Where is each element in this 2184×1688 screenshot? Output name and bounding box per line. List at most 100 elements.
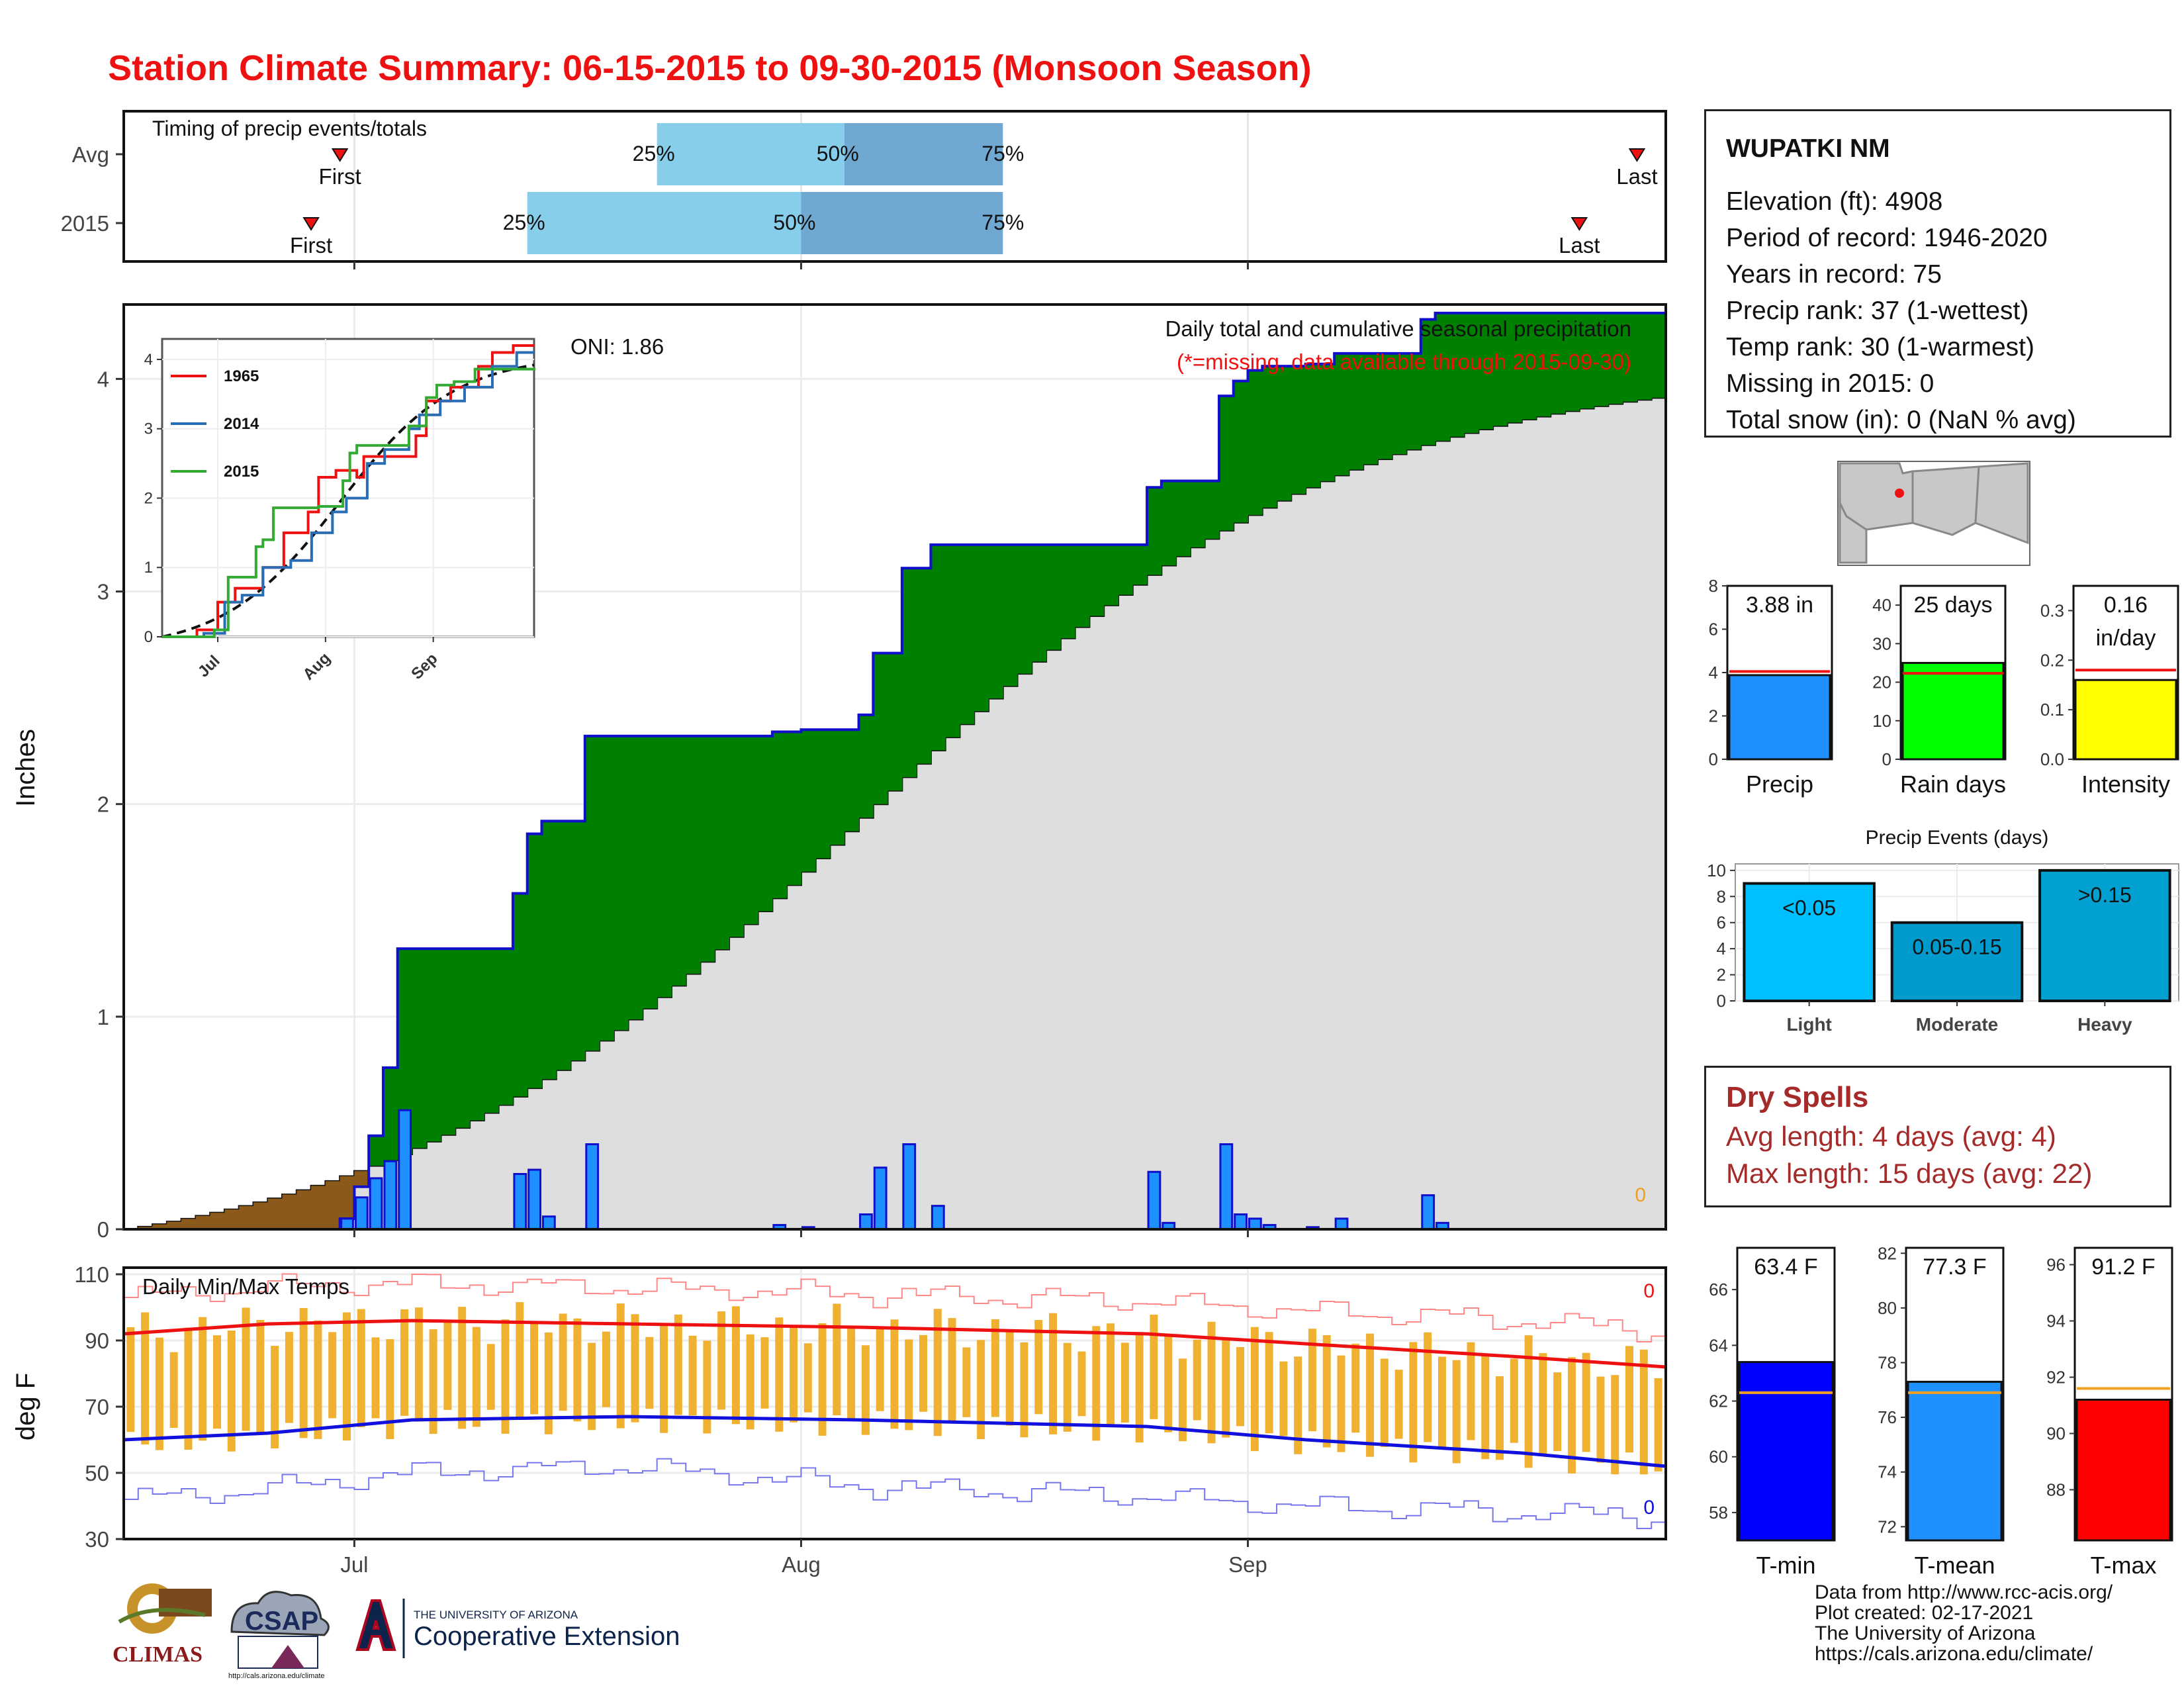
summary-ytick-label: 30 (1872, 633, 1891, 653)
quartile-label-25: 25% (503, 211, 545, 234)
station-snow: Total snow (in): 0 (NaN % avg) (1726, 406, 2076, 434)
daily-temp-bar (1207, 1321, 1216, 1444)
above-normal-fill (1478, 312, 1494, 430)
above-normal-fill (1492, 312, 1508, 426)
daily-temp-bar (1294, 1356, 1302, 1454)
daily-temp-bar (1150, 1314, 1158, 1419)
above-normal-fill (1637, 312, 1652, 400)
climas-logo: CLIMAS (113, 1583, 212, 1667)
dry-spells-title: Dry Spells (1726, 1081, 1869, 1113)
above-normal-fill (369, 1135, 384, 1166)
above-normal-fill (628, 735, 643, 1019)
daily-temp-bar (299, 1307, 308, 1438)
above-normal-fill (657, 735, 672, 998)
daily-temp-bar (818, 1323, 827, 1436)
above-normal-fill (801, 729, 816, 872)
daily-temp-bar (962, 1347, 971, 1417)
station-info-box: WUPATKI NM Elevation (ft): 4908 Period o… (1704, 109, 2171, 438)
summary-ytick-label: 62 (1709, 1391, 1728, 1411)
daily-temp-bar (501, 1319, 510, 1434)
last-label: Last (1559, 233, 1600, 258)
events-ytick-label: 6 (1717, 913, 1726, 933)
daily-temp-bar (861, 1345, 870, 1435)
daily-temp-bar (1654, 1378, 1662, 1472)
daily-temp-bar (429, 1329, 437, 1434)
daily-temp-bar (1437, 1356, 1446, 1449)
above-normal-fill (1565, 312, 1580, 411)
daily-temp-bar (602, 1331, 610, 1407)
above-normal-fill (729, 735, 744, 937)
daily-temp-bar (1639, 1349, 1648, 1475)
summary-ytick-label: 80 (1878, 1298, 1897, 1318)
below-normal-fill (354, 1171, 369, 1187)
above-normal-fill (1464, 312, 1479, 433)
summary-value-label: 91.2 F (2091, 1254, 2155, 1280)
station-precip-rank: Precip rank: 37 (1-wettest) (1726, 297, 2029, 325)
daily-temp-bar (1049, 1313, 1057, 1434)
above-normal-fill (426, 949, 441, 1142)
above-normal-fill (541, 821, 557, 1080)
quartile-bar-50-75 (801, 192, 1003, 254)
daily-temp-bar (631, 1314, 639, 1423)
daily-precip-bar (585, 1143, 600, 1231)
above-normal-fill (599, 735, 614, 1041)
above-normal-fill (570, 821, 586, 1060)
above-normal-fill (1233, 381, 1249, 523)
daily-temp-bar (486, 1344, 495, 1410)
below-normal-fill (181, 1219, 197, 1229)
daily-temp-bar (1092, 1326, 1101, 1441)
temp-panel-border (122, 1266, 1667, 1540)
above-normal-fill (383, 1067, 398, 1160)
daily-temp-bar (1380, 1358, 1388, 1447)
daily-temp-bar (1222, 1339, 1230, 1438)
above-normal-fill (1622, 312, 1637, 402)
daily-temp-bar (588, 1342, 596, 1430)
inset-series-line (162, 367, 535, 638)
credit-line: The University of Arizona (1815, 1622, 2036, 1644)
summary-category-label: Precip (1746, 771, 1813, 798)
first-label: First (319, 164, 361, 189)
below-normal-fill (296, 1190, 312, 1229)
map-state-tx (1974, 462, 2029, 545)
daily-temp-bar (530, 1323, 539, 1415)
daily-temp-bar (1524, 1335, 1533, 1468)
summary-ytick-label: 82 (1878, 1243, 1897, 1263)
summary-ytick-label: 96 (2046, 1255, 2066, 1275)
temp-ytick-label: 110 (74, 1262, 109, 1287)
daily-temp-bar (285, 1332, 293, 1423)
quartile-label-75: 75% (981, 142, 1024, 165)
summary-ytick-label: 2 (1709, 706, 1718, 726)
daily-temp-bar (1164, 1335, 1173, 1432)
inset-ytick-label: 2 (144, 489, 153, 507)
oni-annotation: ONI: 1.86 (570, 334, 664, 359)
above-normal-fill (1103, 544, 1119, 606)
above-normal-fill (469, 949, 484, 1121)
above-normal-fill (1507, 312, 1522, 423)
daily-temp-bar (155, 1337, 163, 1450)
daily-temp-bar (905, 1339, 913, 1430)
daily-temp-bar (1394, 1370, 1403, 1439)
events-ytick-label: 0 (1717, 991, 1726, 1011)
daily-temp-bar (1020, 1342, 1028, 1438)
station-elevation: Elevation (ft): 4908 (1726, 187, 1943, 216)
temp-chart-title: Daily Min/Max Temps (142, 1274, 349, 1299)
above-normal-fill (1363, 353, 1378, 465)
daily-temp-bar (126, 1327, 135, 1432)
above-normal-fill (397, 949, 413, 1154)
summary-ytick-label: 10 (1872, 711, 1891, 731)
summary-ytick-label: 72 (1878, 1517, 1897, 1536)
events-bar-label: 0.05-0.15 (1912, 935, 2001, 959)
inset-ytick-label: 3 (144, 420, 153, 438)
below-normal-fill (239, 1205, 254, 1229)
station-location-marker (1895, 489, 1904, 498)
daily-temp-bar (559, 1313, 567, 1411)
above-normal-fill (1262, 366, 1277, 508)
summary-ytick-label: 74 (1878, 1462, 1897, 1482)
daily-temp-bar (184, 1327, 193, 1450)
above-normal-fill (1031, 544, 1047, 662)
temp-xtick-label: Aug (782, 1552, 821, 1577)
daily-temp-bar (1452, 1360, 1461, 1464)
above-normal-fill (1420, 319, 1436, 445)
above-normal-fill (1118, 544, 1133, 595)
above-normal-fill (887, 653, 903, 791)
